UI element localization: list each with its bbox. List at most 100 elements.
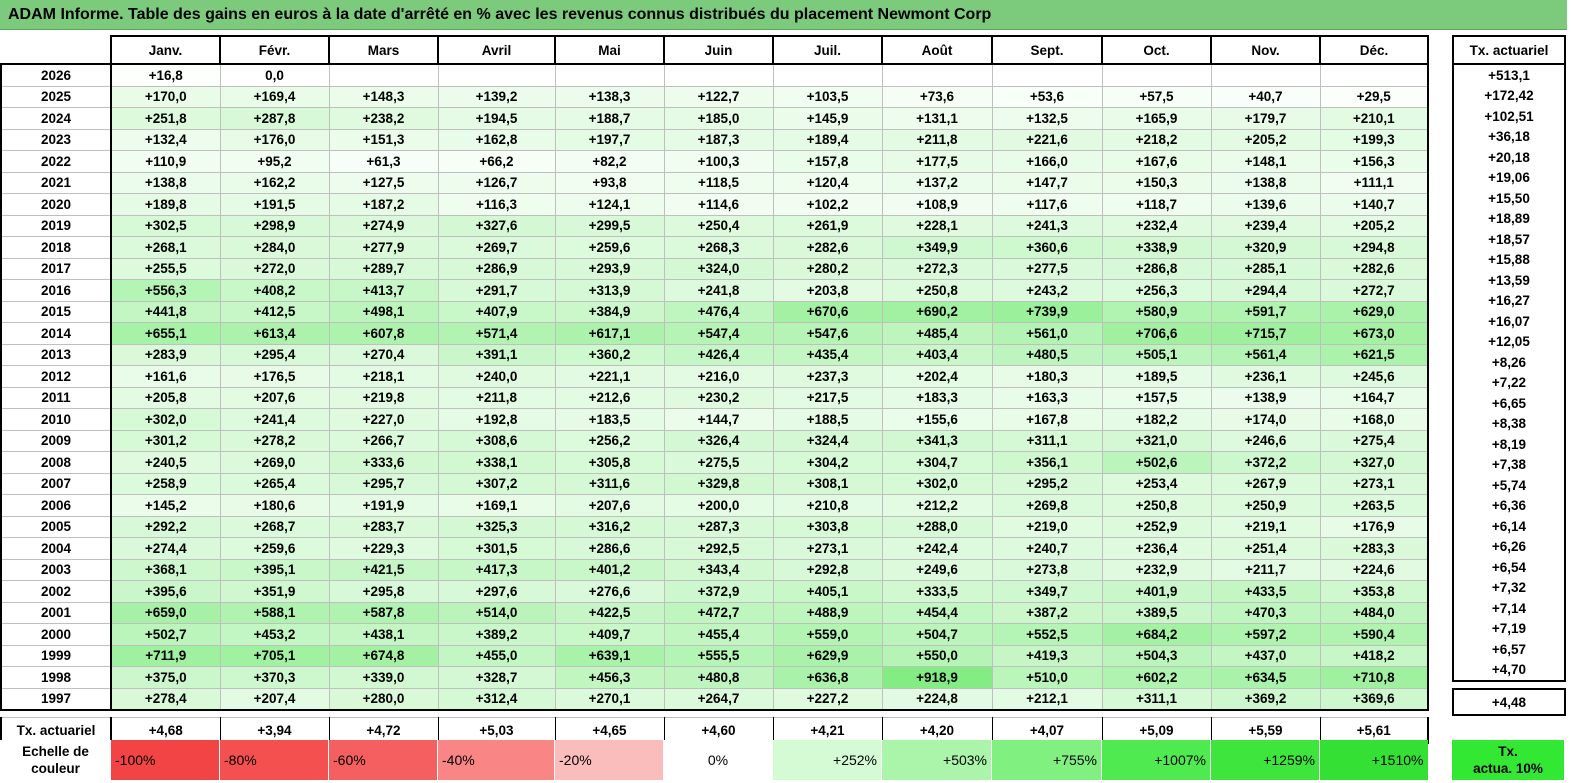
gain-cell: +207,6 [219,386,330,409]
gain-cell [881,63,993,87]
table-row: 2024 +251,8 +287,8 +238,2 +194,5 +188,7 +185,0… [0,107,1429,130]
gain-cell: +739,9 [991,300,1103,323]
gain-cell: +272,3 [881,257,993,280]
year-cell: 1997 [0,687,112,711]
gain-cell: +338,9 [1101,236,1212,259]
gain-cell: +57,5 [1101,85,1212,108]
gain-cell: +580,9 [1101,300,1212,323]
gain-cell: +597,2 [1210,623,1321,646]
gain-cell: +282,6 [772,236,883,259]
gain-cell: +250,9 [1210,494,1321,517]
gain-cell: +413,7 [328,279,439,302]
gain-cell: +245,6 [1319,365,1429,388]
gains-table: Janv. Févr. Mars Avril Mai Juin Juil. Août Sept.… [0,35,1429,744]
gain-cell: +191,5 [219,193,330,216]
color-scale-step: +252% [772,740,882,780]
footer-rate-cell: +4,21 [772,717,883,744]
month-header: Juin [663,35,774,65]
gain-cell: +102,2 [772,193,883,216]
gain-cell: +110,9 [110,150,221,173]
gain-cell: +283,7 [328,515,439,538]
gain-cell: +326,4 [663,429,774,452]
gain-cell: +200,0 [663,494,774,517]
gain-cell: +238,2 [328,107,439,130]
month-header: Mai [554,35,665,65]
year-cell: 2001 [0,601,112,624]
gain-cell: +232,9 [1101,558,1212,581]
color-scale-label-line1: Echelle de [22,744,89,759]
month-header: Nov. [1210,35,1321,65]
actuarial-scale-line1: Tx. [1498,744,1518,759]
gain-cell: +263,5 [1319,494,1429,517]
gain-cell: +268,1 [110,236,221,259]
gain-cell: +305,8 [554,451,665,474]
gain-cell [328,63,439,87]
actuarial-rate-cell: +7,22 [1452,372,1566,393]
year-cell: 2010 [0,408,112,431]
gain-cell: +227,2 [772,687,883,711]
year-cell: 2012 [0,365,112,388]
gain-cell: +571,4 [437,322,556,345]
gain-cell: +283,9 [110,343,221,366]
gain-cell: +502,7 [110,623,221,646]
gain-cell: +138,8 [1210,171,1321,194]
gain-cell: +124,1 [554,193,665,216]
year-cell: 2024 [0,107,112,130]
gain-cell: +270,4 [328,343,439,366]
year-cell: 2018 [0,236,112,259]
gain-cell: +16,8 [110,63,221,87]
color-scale-step: -40% [437,740,555,780]
gain-cell: +275,4 [1319,429,1429,452]
gain-cell: +203,8 [772,279,883,302]
gain-cell: +395,6 [110,580,221,603]
gain-cell: +211,7 [1210,558,1321,581]
gain-cell: +292,8 [772,558,883,581]
gain-cell: +132,4 [110,128,221,151]
gain-cell: +205,8 [110,386,221,409]
gain-cell: +148,3 [328,85,439,108]
gain-cell: +169,1 [437,494,556,517]
table-row: 2018 +268,1 +284,0 +277,9 +269,7 +259,6 +268,3… [0,236,1429,259]
actuarial-rate-cell: +6,14 [1452,516,1566,537]
table-row: 2026 +16,8 0,0 [0,63,1429,87]
table-row: 2003 +368,1 +395,1 +421,5 +417,3 +401,2 +343,4… [0,558,1429,581]
gain-cell: +407,9 [437,300,556,323]
gain-cell: +232,4 [1101,214,1212,237]
gain-cell: +82,2 [554,150,665,173]
month-header: Déc. [1319,35,1429,65]
table-row: 2022 +110,9 +95,2 +61,3 +66,2 +82,2 +100,3 +157… [0,150,1429,173]
actuarial-rate-table: Tx. actuariel +513,1 +172,42 +102,51 +36,18… [1452,35,1566,716]
gain-cell: +185,0 [663,107,774,130]
gain-cell: +187,2 [328,193,439,216]
gain-cell: +308,1 [772,472,883,495]
gain-cell: +372,2 [1210,451,1321,474]
gain-cell: +138,9 [1210,386,1321,409]
gain-cell: +412,5 [219,300,330,323]
gain-cell: +303,8 [772,515,883,538]
gain-cell [1101,63,1212,87]
year-cell: 2007 [0,472,112,495]
gain-cell: +472,7 [663,601,774,624]
gain-cell [437,63,556,87]
gain-cell: +405,1 [772,580,883,603]
gain-cell: +502,6 [1101,451,1212,474]
gain-cell: +403,4 [881,343,993,366]
year-cell: 2008 [0,451,112,474]
actuarial-rate-cell: +18,89 [1452,208,1566,229]
gain-cell: +237,3 [772,365,883,388]
actuarial-rate-cell: +7,32 [1452,577,1566,598]
year-cell: 2014 [0,322,112,345]
year-cell: 2019 [0,214,112,237]
actuarial-rate-cell: +6,54 [1452,557,1566,578]
actuarial-rate-cell: +7,38 [1452,454,1566,475]
gain-cell: +246,6 [1210,429,1321,452]
gain-cell: +286,8 [1101,257,1212,280]
table-row: 2021 +138,8 +162,2 +127,5 +126,7 +93,8 +118,5 +… [0,171,1429,194]
gain-cell: +636,8 [772,666,883,689]
gain-cell: +176,9 [1319,515,1429,538]
table-row: 2011 +205,8 +207,6 +219,8 +211,8 +212,6 +230,2… [0,386,1429,409]
gain-cell: +116,3 [437,193,556,216]
gain-cell: +470,3 [1210,601,1321,624]
actuarial-rate-cell: +7,19 [1452,618,1566,639]
gain-cell: +308,6 [437,429,556,452]
